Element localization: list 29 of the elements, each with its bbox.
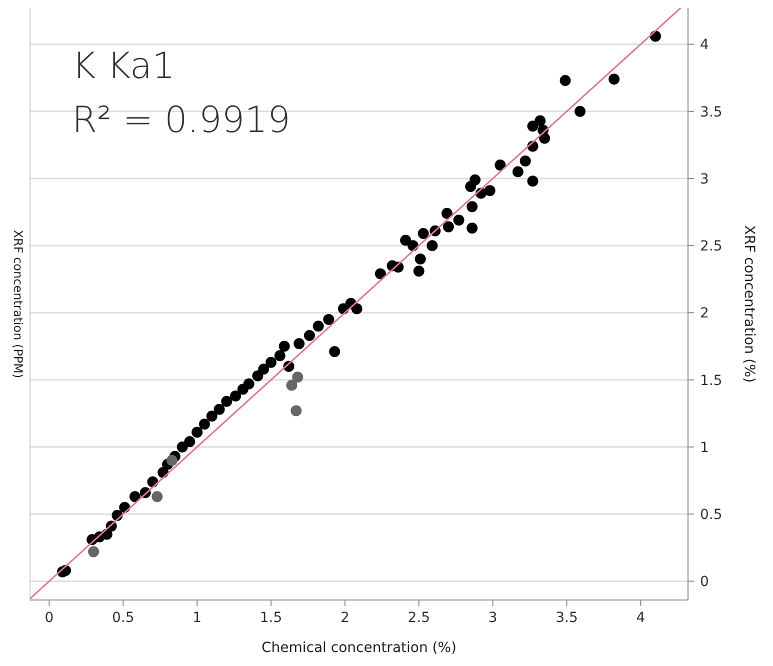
x-tick-label: 1 [192, 610, 202, 626]
y2-tick-label: 4 [700, 37, 709, 54]
x-tick-label: 0.5 [112, 610, 134, 626]
y2-tick-label: 3.5 [700, 104, 722, 120]
point [286, 380, 298, 391]
x-tick-label: 3.5 [556, 610, 578, 626]
x-tick-label: 2 [340, 610, 350, 626]
point [292, 372, 304, 383]
annotation: R² = 0.9919 [72, 100, 290, 141]
y2-tick-label: 0.5 [700, 507, 722, 524]
point [152, 491, 163, 502]
x-tick-label: 2.5 [408, 610, 430, 626]
annotation: K Ka1 [72, 46, 175, 87]
x-tick-label: 0 [44, 610, 54, 626]
y2-axis-title: XRF concentration (%) [741, 225, 757, 383]
x-tick-label: 1.5 [260, 610, 282, 626]
y2-tick-label: 1.5 [700, 372, 722, 389]
x-tick-label: 4 [636, 610, 646, 626]
y2-tick-label: 0 [700, 574, 709, 590]
y2-tick-label: 2.5 [700, 238, 722, 255]
x-axis-title: Chemical concentration (%) [261, 640, 457, 656]
y2-tick-label: 2 [700, 306, 709, 322]
x-tick-label: 3 [488, 610, 498, 626]
point [88, 546, 100, 558]
point [166, 454, 178, 466]
y2-tick-label: 1 [700, 440, 709, 456]
y-axis-title: XRF concentration (PPM) [11, 230, 25, 378]
point [290, 405, 302, 416]
y2-tick-label: 3 [700, 171, 709, 188]
